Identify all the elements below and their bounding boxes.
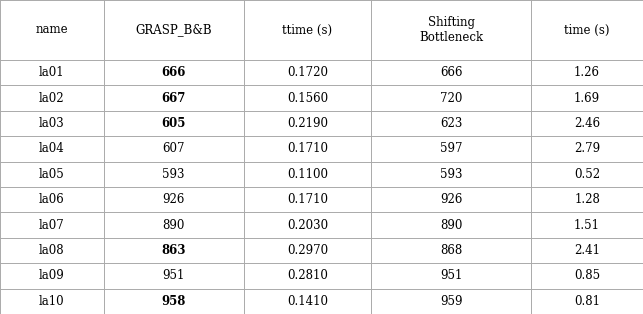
Text: Shifting
Bottleneck: Shifting Bottleneck — [419, 16, 484, 44]
Text: la03: la03 — [39, 117, 65, 130]
Text: 951: 951 — [440, 269, 462, 282]
Text: 2.46: 2.46 — [574, 117, 600, 130]
Text: 605: 605 — [161, 117, 186, 130]
Text: 1.69: 1.69 — [574, 92, 600, 105]
Text: 720: 720 — [440, 92, 462, 105]
Text: 926: 926 — [440, 193, 462, 206]
Text: la08: la08 — [39, 244, 65, 257]
Text: la02: la02 — [39, 92, 65, 105]
Text: 666: 666 — [440, 66, 462, 79]
Text: 0.1720: 0.1720 — [287, 66, 328, 79]
Text: la09: la09 — [39, 269, 65, 282]
Text: ttime (s): ttime (s) — [282, 24, 332, 36]
Text: 0.1100: 0.1100 — [287, 168, 328, 181]
Text: name: name — [35, 24, 68, 36]
Text: 0.81: 0.81 — [574, 295, 600, 308]
Text: 890: 890 — [163, 219, 185, 232]
Text: 593: 593 — [163, 168, 185, 181]
Text: 666: 666 — [161, 66, 186, 79]
Text: 1.51: 1.51 — [574, 219, 600, 232]
Text: la10: la10 — [39, 295, 65, 308]
Text: 926: 926 — [163, 193, 185, 206]
Text: 607: 607 — [163, 142, 185, 155]
Text: 2.79: 2.79 — [574, 142, 600, 155]
Text: 0.2030: 0.2030 — [287, 219, 328, 232]
Text: 0.85: 0.85 — [574, 269, 600, 282]
Text: 863: 863 — [161, 244, 186, 257]
Text: 0.1560: 0.1560 — [287, 92, 328, 105]
Text: la01: la01 — [39, 66, 65, 79]
Text: 0.1710: 0.1710 — [287, 193, 328, 206]
Text: 0.2970: 0.2970 — [287, 244, 328, 257]
Text: la05: la05 — [39, 168, 65, 181]
Text: 1.28: 1.28 — [574, 193, 600, 206]
Text: 958: 958 — [161, 295, 186, 308]
Text: la06: la06 — [39, 193, 65, 206]
Text: GRASP_B&B: GRASP_B&B — [136, 24, 212, 36]
Text: 2.41: 2.41 — [574, 244, 600, 257]
Text: la04: la04 — [39, 142, 65, 155]
Text: 868: 868 — [440, 244, 462, 257]
Text: 0.52: 0.52 — [574, 168, 600, 181]
Text: 0.1410: 0.1410 — [287, 295, 328, 308]
Text: 951: 951 — [163, 269, 185, 282]
Text: 0.2190: 0.2190 — [287, 117, 328, 130]
Text: 667: 667 — [161, 92, 186, 105]
Text: 1.26: 1.26 — [574, 66, 600, 79]
Text: 0.2810: 0.2810 — [287, 269, 328, 282]
Text: 623: 623 — [440, 117, 462, 130]
Text: time (s): time (s) — [565, 24, 610, 36]
Text: la07: la07 — [39, 219, 65, 232]
Text: 890: 890 — [440, 219, 462, 232]
Text: 593: 593 — [440, 168, 462, 181]
Text: 959: 959 — [440, 295, 462, 308]
Text: 597: 597 — [440, 142, 462, 155]
Text: 0.1710: 0.1710 — [287, 142, 328, 155]
